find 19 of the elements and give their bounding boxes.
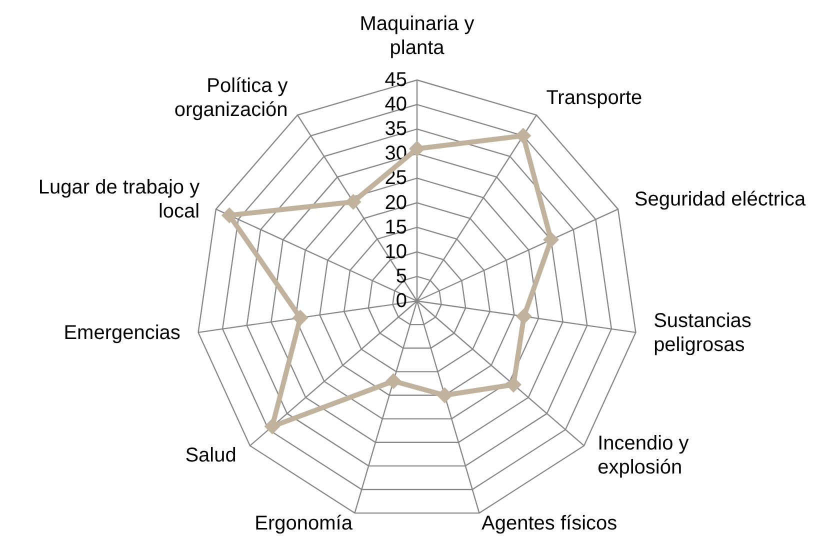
y-tick-label: 15 (384, 216, 407, 238)
y-tick-label: 40 (384, 94, 407, 116)
y-tick-label: 20 (384, 192, 407, 214)
y-tick-label: 10 (384, 240, 407, 263)
y-tick-label: 35 (384, 118, 407, 140)
y-tick-label: 0 (396, 290, 407, 312)
y-tick-label: 5 (396, 265, 407, 288)
spoke-label: Lugar de trabajo y local (38, 176, 200, 223)
spoke-label: Política y organización (174, 74, 288, 121)
spoke-label: Ergonomía (254, 512, 354, 535)
spoke-label: Incendio y explosión (598, 432, 689, 479)
spoke-label: Sustancias peligrosas (654, 310, 752, 356)
spoke-label: Maquinaria y planta (360, 13, 474, 59)
spoke-label: Agentes físicos (482, 512, 618, 535)
spoke-label: Salud (185, 444, 236, 467)
spoke-label: Seguridad eléctrica (634, 188, 806, 211)
spoke-label: Emergencias (64, 322, 180, 344)
spoke-label: Transporte (546, 86, 642, 109)
y-tick-label: 45 (384, 69, 407, 91)
